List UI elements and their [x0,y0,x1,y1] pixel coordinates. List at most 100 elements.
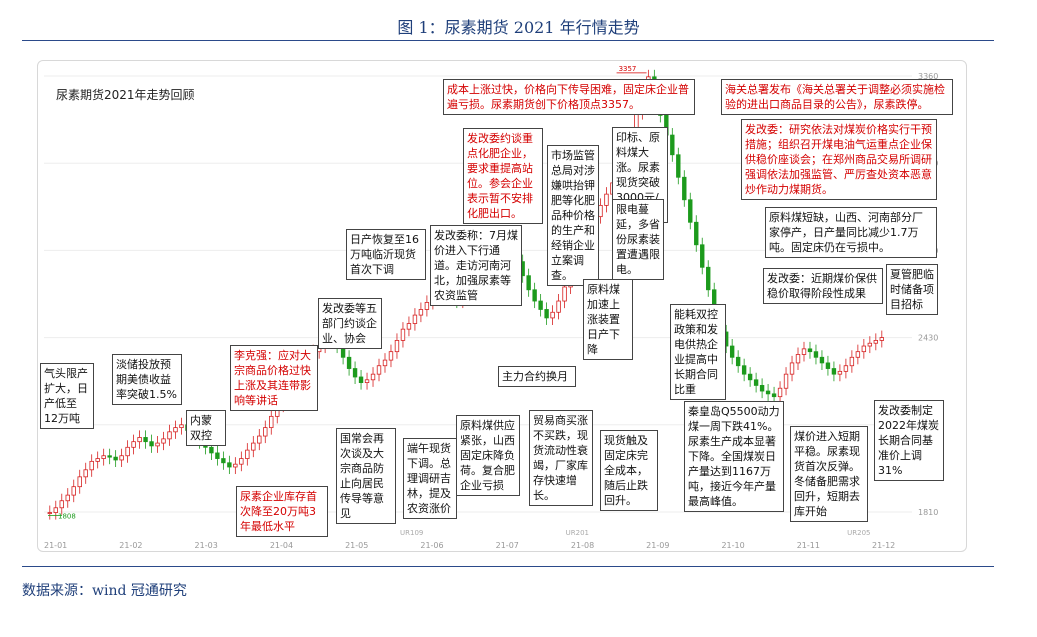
candle-body [352,368,358,378]
candle-body [688,199,693,223]
candle-body [245,449,250,459]
candle-body [735,356,741,367]
annotation-ndrc-july: 发改委称：7月煤价进入下行通道。走访河南河北，加强尿素等农资监管 [430,225,522,306]
candle-body [771,393,777,398]
annotation-stable-price: 发改委：近期煤价保供稳价取得阶段性成果 [763,268,883,304]
contract-label: UR201 [566,529,589,537]
y-tick-label: 3360 [918,72,938,81]
candle-body [71,486,76,496]
candle-body [370,373,376,381]
candle-body [418,309,424,316]
candle-body [364,379,370,384]
candle-body [143,437,148,443]
candle-body [825,362,831,369]
x-tick-label: 21-04 [270,541,293,550]
candle-body [406,323,412,330]
candle-body [700,244,705,268]
x-tick-label: 21-03 [195,541,218,550]
candle-body [550,311,555,319]
annotation-inner-mongolia: 内蒙双控 [186,410,226,446]
contract-labels: UR107UR109UR201UR205 [292,529,870,537]
candle-body [113,456,118,461]
candle-body [544,309,549,319]
candle-body [538,300,543,310]
candle-body [861,345,867,353]
candle-body [167,431,172,440]
annotation-winter-storage: 煤价进入短期平稳。尿素现货首次反弹。冬储备肥需求回升，短期去库开始 [790,426,868,522]
candle-body [65,494,70,502]
candle-body [676,154,681,178]
candle-body [400,328,406,341]
annotation-coal-shortage: 原料煤短缺，山西、河南部分厂家停产，日产量同比减少1.7万吨。固定床仍在亏损中。 [765,207,937,258]
high-label: 3357 [619,65,637,73]
annotation-qhd-coal: 秦皇岛Q5500动力煤一周下跌41%。尿素生产成本显著下降。全国煤炭日产量达到1… [684,401,784,512]
annotation-ndrc-coal: 发改委：研究依法对煤炭价格实行干预措施；组织召开煤电油气运重点企业保供稳价座谈会… [741,119,937,200]
candle-body [837,370,843,375]
annotation-dragon-boat: 端午现货下调。总理调研吉林，提及农资涨价 [403,438,457,519]
x-tick-label: 21-10 [721,541,744,550]
y-tick-label: 2430 [918,334,938,343]
candle-body [209,446,214,454]
figure-title: 图 1：尿素期货 2021 年行情走势 [397,18,640,37]
candle-body [729,345,735,358]
candle-body [831,368,837,375]
candle-body [741,365,747,375]
annotation-contract-roll: 主力合约换月 [498,366,576,387]
candle-body [149,441,154,447]
candle-body [47,512,52,514]
candle-body [101,455,106,459]
x-tick-label: 21-08 [571,541,594,550]
chart-title: 尿素期货2021年走势回顾 [56,87,195,102]
candle-body [125,446,130,457]
candle-body [795,354,801,364]
candle-body [604,193,609,206]
x-tick-label: 21-07 [496,541,519,550]
x-axis: 21-01 21-02 21-03 21-04 21-05 21-06 21-07 21-08… [44,541,895,550]
candle-body [137,437,142,443]
candle-body [257,435,262,444]
low-label: 1808 [58,513,76,521]
annotation-energy-control: 能耗双控政策和发电供热企业提高中长期合同比重 [670,304,726,400]
candle-body [89,460,94,471]
candle-body [83,469,88,478]
annotation-reserve: 淡储投放预期美债收益率突破1.5% [112,354,182,405]
candle-body [346,356,352,369]
source-note: 数据来源：wind 冠通研究 [22,583,187,599]
candle-body [239,458,244,465]
annotation-inventory-low: 尿素企业库存首次降至20万吨3年最低水平 [236,486,328,537]
candle-body [879,337,885,341]
candle-body [807,348,813,353]
annotation-full-cost: 现货触及固定床完全成本，随后止跌回升。 [600,430,658,511]
annotation-five-depts: 发改委等五部门约谈企业、协会 [318,298,382,349]
candle-body [161,438,166,444]
candle-body [179,424,184,429]
annotation-ndrc-fertilizer: 发改委约谈重点化肥企业，要求重提高站位。参会企业表示暂不安排化肥出口。 [463,128,543,224]
candle-body [813,351,819,358]
candle-body [855,351,861,358]
candle-body [849,356,855,367]
candle-body [598,204,603,218]
candle-body [173,427,178,433]
candle-body [682,176,687,201]
x-tick-label: 21-11 [797,541,820,550]
x-tick-label: 21-01 [44,541,67,550]
candle-body [706,266,711,291]
candle-body [562,286,567,302]
candle-body [873,340,879,344]
annotation-power-cut: 限电蔓延，多省份尿素装置遭遇限电。 [612,199,664,280]
candle-body [412,314,418,324]
footer-rule [22,566,994,567]
x-tick-label: 21-06 [420,541,443,550]
annotation-peak: 成本上涨过快，价格向下传导困难，固定床企业普遍亏损。尿素期货创下价格顶点3357… [443,79,695,115]
candle-body [789,362,795,375]
title-rule [22,40,994,41]
candle-body [747,373,753,381]
candle-body [801,348,807,355]
candle-body [424,302,430,310]
candle-body [119,455,124,461]
candle-body [867,342,873,347]
x-tick-label: 21-02 [119,541,142,550]
candle-body [269,415,274,429]
annotation-traders: 贸易商买涨不买跌，现货流动性衰竭，厂家库存快速增长。 [529,410,593,506]
contract-label: UR205 [847,529,870,537]
